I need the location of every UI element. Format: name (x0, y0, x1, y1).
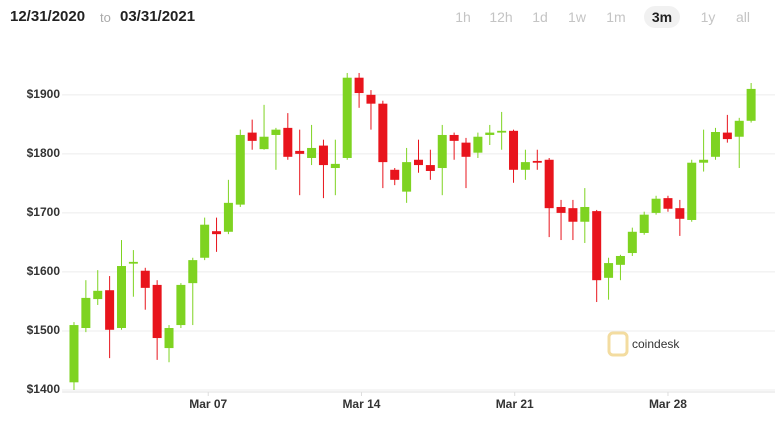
candle-body (413, 159, 423, 166)
candle-body (461, 142, 471, 157)
candle-body (140, 270, 150, 288)
range-button[interactable]: 1w (568, 9, 586, 25)
candle-body (271, 129, 281, 135)
candle-body (247, 132, 257, 141)
candle-body (164, 328, 174, 349)
candle-body (580, 206, 590, 222)
range-button[interactable]: 1m (606, 9, 626, 25)
candle-body (295, 150, 305, 154)
candle-body (651, 198, 661, 213)
candle-body (390, 169, 400, 180)
candle-body (604, 263, 614, 278)
candle-body (176, 284, 186, 326)
range-button[interactable]: 12h (489, 9, 513, 25)
candle-body (437, 134, 447, 169)
candle-body (722, 132, 732, 140)
candle-body (212, 231, 222, 235)
range-button[interactable]: 3m (644, 6, 680, 28)
y-tick-label: $1900 (27, 87, 61, 101)
header: 12/31/2020 to 03/31/2021 1h 12h 1d 1w 1m 3m 1y… (0, 0, 775, 36)
candle-body (366, 94, 376, 104)
candle-body (69, 325, 79, 383)
to-date: 03/31/2021 (120, 8, 196, 25)
candle-body (81, 297, 91, 329)
candle-body (734, 120, 744, 137)
candle-body (532, 160, 542, 163)
x-tick-label: Mar 21 (496, 397, 534, 411)
to-word: to (100, 10, 111, 25)
candle-body (699, 159, 709, 163)
candle-body (354, 77, 364, 94)
candle-body (200, 224, 210, 258)
candle-body (592, 211, 602, 281)
x-tick-label: Mar 14 (342, 397, 380, 411)
candle-body (425, 165, 435, 171)
y-tick-label: $1700 (27, 205, 61, 219)
candle-body (568, 208, 578, 222)
from-date: 12/31/2020 (10, 8, 86, 25)
candle-body (105, 290, 115, 330)
candle-body (615, 255, 625, 265)
candle-body (520, 162, 530, 170)
candle-body (485, 132, 495, 135)
candle-body (223, 202, 233, 232)
x-tick-label: Mar 07 (189, 397, 227, 411)
candle-body (342, 77, 352, 158)
candle-body (497, 130, 507, 133)
candle-body (307, 147, 317, 158)
candle-body (378, 103, 388, 163)
candle-body (746, 88, 756, 121)
candle-body (473, 136, 483, 153)
range-button[interactable]: 1h (455, 9, 471, 25)
candle-body (116, 266, 126, 329)
candle-body (710, 132, 720, 157)
candle-body (509, 130, 519, 170)
y-tick-label: $1600 (27, 264, 61, 278)
candle-body (283, 127, 293, 157)
candle-body (675, 208, 685, 219)
candle-body (639, 214, 649, 233)
candle-body (544, 159, 554, 209)
candle-body (188, 260, 198, 284)
candle-body (318, 145, 328, 166)
candle-body (687, 162, 697, 220)
candle-body (330, 163, 340, 169)
y-tick-label: $1500 (27, 323, 61, 337)
candle-body (93, 290, 103, 300)
candle-body (152, 284, 162, 339)
candle-body (235, 134, 245, 205)
x-tick-label: Mar 28 (649, 397, 687, 411)
range-button[interactable]: 1y (700, 9, 716, 25)
y-tick-label: $1400 (27, 382, 61, 396)
range-button[interactable]: all (735, 9, 750, 25)
watermark: coindesk (632, 337, 680, 351)
watermark-logo (607, 331, 629, 357)
candle-body (627, 231, 637, 254)
range-button[interactable]: 1d (532, 9, 548, 25)
candle-body (402, 162, 412, 192)
candle-body (128, 261, 138, 264)
candle-body (663, 198, 673, 209)
candle-body (259, 136, 269, 150)
candle-body (449, 134, 459, 141)
candle-body (556, 206, 566, 213)
y-tick-label: $1800 (27, 146, 61, 160)
